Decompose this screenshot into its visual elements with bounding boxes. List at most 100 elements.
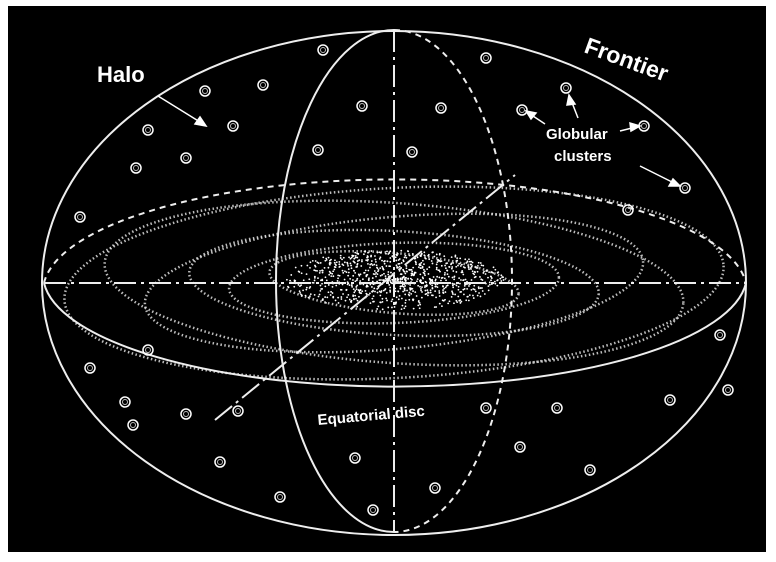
star: [339, 288, 342, 291]
star: [470, 279, 473, 281]
cluster: [227, 120, 239, 132]
star: [398, 265, 401, 268]
star: [445, 285, 448, 287]
star: [369, 266, 371, 269]
star: [294, 280, 297, 282]
arrowhead: [193, 115, 208, 128]
star: [379, 251, 382, 254]
star: [438, 259, 441, 262]
star: [442, 289, 444, 291]
star: [389, 250, 392, 253]
cluster: [435, 102, 447, 114]
star: [336, 280, 339, 282]
cluster-core: [554, 405, 560, 411]
star: [483, 293, 486, 295]
star: [420, 287, 422, 290]
star: [327, 284, 330, 286]
star: [478, 292, 480, 294]
star: [388, 284, 391, 286]
star: [385, 252, 387, 255]
star: [354, 294, 357, 297]
star: [318, 293, 321, 296]
star: [457, 264, 459, 267]
star: [450, 267, 453, 270]
star: [453, 278, 456, 281]
star: [446, 273, 449, 276]
star: [475, 267, 478, 269]
spiral-arm: [227, 241, 561, 325]
cluster-core: [409, 149, 415, 155]
star: [420, 261, 423, 264]
star: [401, 276, 404, 279]
star: [481, 290, 484, 292]
star: [408, 294, 411, 297]
star: [360, 292, 363, 295]
star: [431, 284, 434, 287]
star: [473, 288, 476, 291]
star: [435, 268, 438, 271]
star: [439, 270, 441, 273]
star: [285, 278, 288, 281]
cluster: [130, 162, 142, 174]
star: [344, 299, 347, 302]
star: [466, 295, 469, 298]
star: [435, 306, 438, 308]
star: [384, 288, 387, 290]
star: [398, 258, 401, 260]
star: [337, 274, 340, 277]
star: [459, 257, 462, 260]
star: [381, 300, 384, 303]
cluster-core: [145, 347, 151, 353]
star: [416, 278, 419, 281]
star: [487, 285, 490, 287]
star: [444, 264, 446, 267]
star: [376, 251, 379, 254]
star: [352, 279, 354, 281]
star: [419, 273, 422, 276]
star: [333, 268, 336, 271]
star: [341, 269, 344, 272]
star: [371, 297, 374, 300]
star: [359, 280, 362, 282]
star: [373, 270, 376, 272]
star: [328, 273, 331, 276]
star: [381, 308, 384, 311]
star: [482, 264, 485, 267]
star: [460, 263, 463, 266]
star: [451, 291, 454, 294]
star: [479, 276, 481, 278]
cluster: [257, 79, 269, 91]
star: [349, 257, 352, 260]
star: [407, 277, 410, 280]
star: [444, 272, 446, 274]
star: [344, 270, 346, 273]
star: [346, 283, 349, 286]
star: [299, 285, 301, 288]
star: [352, 274, 355, 277]
star: [429, 289, 432, 292]
star: [454, 293, 457, 296]
star: [331, 272, 334, 275]
star: [358, 259, 361, 262]
spiral-arm: [103, 199, 685, 367]
star: [361, 260, 363, 263]
star: [397, 266, 399, 269]
star: [311, 281, 314, 284]
cluster-core: [130, 422, 136, 428]
star: [423, 272, 426, 275]
cluster: [142, 344, 154, 356]
star: [338, 274, 341, 277]
star: [485, 270, 488, 272]
star: [356, 299, 359, 302]
star: [400, 262, 403, 264]
star: [361, 290, 364, 293]
star: [387, 271, 390, 273]
star: [404, 285, 406, 287]
star: [404, 272, 407, 275]
star: [463, 293, 465, 296]
star: [369, 283, 372, 286]
star: [419, 303, 422, 306]
star: [413, 273, 416, 276]
star: [342, 271, 345, 274]
star: [454, 254, 457, 257]
